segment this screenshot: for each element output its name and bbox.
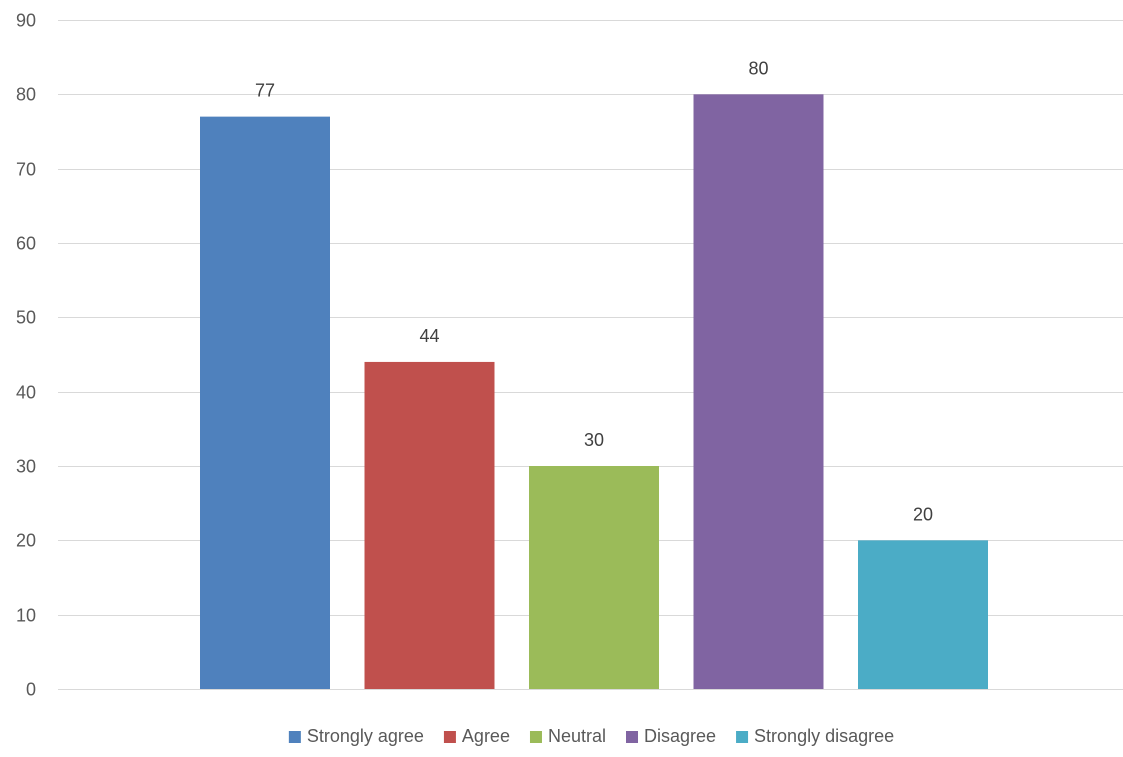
y-tick-label: 0	[26, 680, 36, 700]
y-tick-label: 60	[16, 234, 36, 254]
legend-swatch	[288, 731, 301, 743]
legend-label: Disagree	[644, 726, 716, 746]
legend-item: Disagree	[626, 726, 716, 746]
legend-swatch	[529, 731, 542, 743]
data-labels: 77 44 30 80 20	[255, 58, 933, 524]
y-tick-label: 70	[16, 160, 36, 180]
bar	[858, 540, 988, 689]
y-tick-label: 90	[16, 11, 36, 31]
y-tick-label: 80	[16, 85, 36, 105]
data-label: 44	[419, 326, 439, 346]
y-tick-label: 20	[16, 531, 36, 551]
legend-label: Agree	[462, 726, 510, 746]
bars	[200, 94, 988, 690]
y-tick-label: 10	[16, 606, 36, 626]
legend-label: Strongly disagree	[754, 726, 894, 746]
bar	[529, 466, 659, 689]
legend-item: Neutral	[529, 726, 606, 746]
bar	[200, 116, 330, 690]
legend-swatch	[626, 731, 639, 743]
legend-label: Strongly agree	[307, 726, 424, 746]
y-tick-label: 50	[16, 308, 36, 328]
legend-item: Agree	[443, 726, 510, 746]
y-tick-label: 40	[16, 383, 36, 403]
data-label: 30	[584, 430, 604, 450]
bar	[364, 361, 495, 689]
y-tick-label: 30	[16, 457, 36, 477]
legend: Strongly agree Agree Neutral Disagree Strong…	[288, 726, 894, 746]
legend-swatch	[736, 731, 749, 743]
legend-swatch	[443, 731, 456, 743]
legend-item: Strongly agree	[288, 726, 424, 746]
y-axis-tick-labels: 0 10 20 30 40 50 60 70 80 90	[16, 11, 36, 700]
legend-label: Neutral	[548, 726, 606, 746]
data-label: 77	[255, 81, 275, 101]
data-label: 20	[913, 504, 933, 524]
data-label: 80	[748, 58, 768, 78]
bar	[693, 94, 824, 690]
legend-item: Strongly disagree	[736, 726, 894, 746]
